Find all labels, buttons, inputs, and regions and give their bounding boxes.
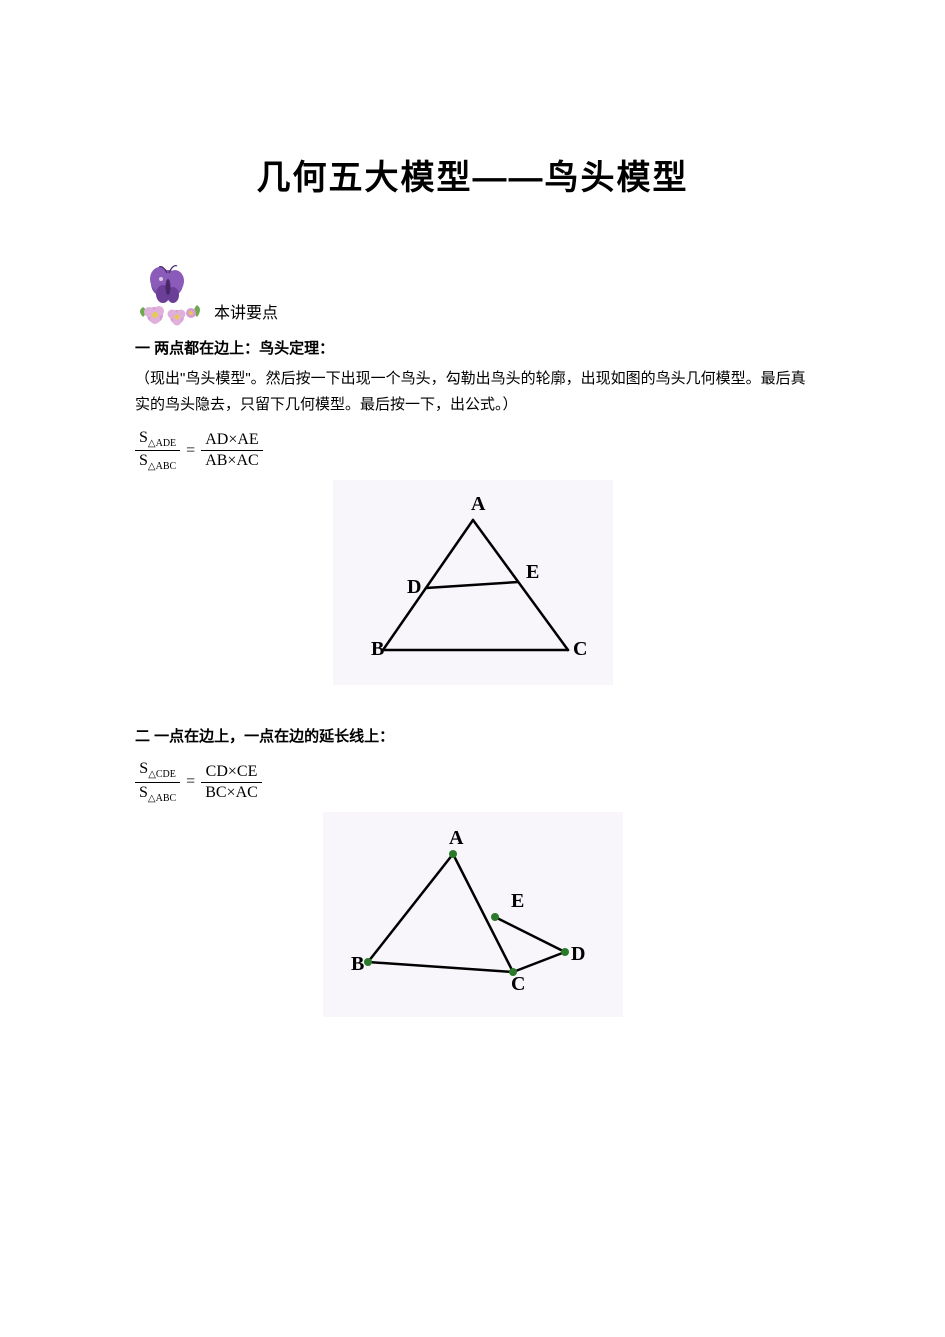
section-header: 本讲要点 — [135, 259, 810, 329]
svg-text:A: A — [449, 827, 464, 849]
svg-text:E: E — [511, 890, 524, 912]
svg-text:C: C — [573, 638, 587, 660]
svg-text:B: B — [371, 638, 384, 660]
section-2-heading: 二 一点在边上，一点在边的延长线上： — [135, 725, 810, 746]
diagram-2: A B C D E — [333, 822, 613, 1002]
svg-text:D: D — [407, 576, 421, 598]
formula-1: S△ADE S△ABC = AD×AE AB×AC — [135, 429, 810, 472]
section-1-heading: 一 两点都在边上：鸟头定理： — [135, 337, 810, 358]
svg-text:D: D — [571, 943, 585, 965]
section-label: 本讲要点 — [214, 299, 278, 329]
page-title: 几何五大模型——鸟头模型 — [135, 150, 810, 199]
formula-2: S△CDE S△ABC = CD×CE BC×AC — [135, 760, 810, 803]
svg-text:C: C — [511, 973, 525, 995]
svg-text:B: B — [351, 953, 364, 975]
section-1-desc: （现出"鸟头模型"。然后按一下出现一个鸟头，勾勒出鸟头的轮廓，出现如图的鸟头几何… — [135, 366, 810, 417]
diagram-1-wrap: A B C D E — [135, 480, 810, 685]
svg-text:E: E — [526, 561, 539, 583]
butterfly-flower-icon — [135, 259, 210, 329]
svg-text:A: A — [471, 493, 486, 515]
diagram-2-wrap: A B C D E — [135, 812, 810, 1017]
diagram-1: A B C D E — [343, 490, 603, 670]
